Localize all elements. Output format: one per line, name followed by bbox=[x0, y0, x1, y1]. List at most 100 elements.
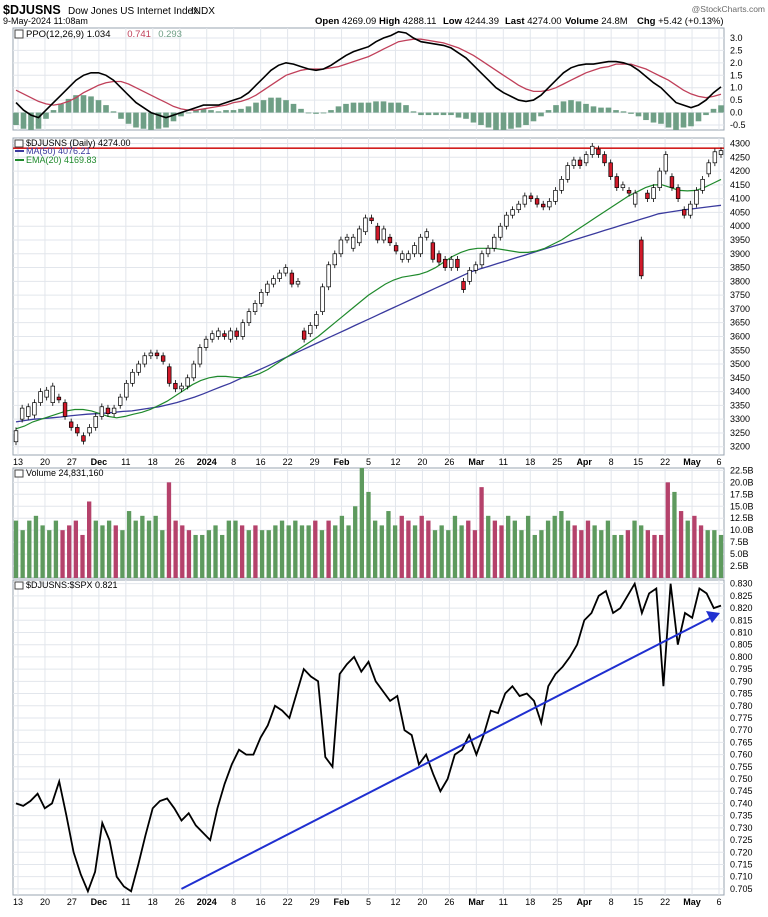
ratio-axis-tick-label: 0.810 bbox=[730, 628, 753, 638]
ppo-histogram-bar bbox=[410, 111, 417, 113]
ratio-x-tick-label: 18 bbox=[525, 897, 535, 907]
volume-bar bbox=[512, 520, 517, 578]
volume-bar bbox=[712, 530, 717, 578]
volume-bar bbox=[120, 530, 125, 578]
ppo-histogram-bar bbox=[35, 112, 42, 129]
price-axis-tick-label: 3250 bbox=[730, 428, 750, 438]
candle-body bbox=[179, 385, 184, 390]
candle-body bbox=[632, 192, 638, 205]
price-x-tick-label: Dec bbox=[91, 457, 108, 467]
ratio-x-tick-label: 11 bbox=[121, 897, 130, 907]
ppo-histogram-bar bbox=[170, 112, 177, 122]
ratio-axis-tick-label: 0.735 bbox=[730, 811, 753, 821]
ratio-x-tick-label: 8 bbox=[231, 897, 236, 907]
candle-body bbox=[173, 382, 178, 390]
ratio-axis-tick-label: 0.800 bbox=[730, 652, 753, 662]
candle-body bbox=[565, 165, 570, 180]
volume-bar bbox=[672, 491, 677, 578]
ppo-histogram-bar bbox=[328, 110, 334, 113]
candle-body bbox=[657, 170, 662, 188]
candle-body bbox=[203, 338, 209, 348]
candle-body bbox=[332, 253, 337, 266]
volume-bar bbox=[459, 525, 464, 578]
candle-body bbox=[596, 148, 601, 155]
ppo-histogram-bar bbox=[643, 112, 649, 121]
ratio-axis-tick-label: 0.745 bbox=[730, 786, 753, 796]
candle-body bbox=[160, 355, 166, 362]
volume-bar bbox=[326, 520, 331, 578]
volume-bar bbox=[206, 530, 212, 578]
candle-body bbox=[167, 366, 172, 384]
candle-body bbox=[308, 325, 313, 335]
candle-body bbox=[694, 190, 699, 205]
ppo-histogram-bar bbox=[208, 110, 214, 113]
volume-bar bbox=[299, 525, 305, 578]
ratio-x-tick-label: 12 bbox=[390, 897, 400, 907]
candle-body bbox=[467, 269, 472, 282]
volume-bar bbox=[259, 530, 265, 578]
price-x-tick-label: 15 bbox=[633, 457, 643, 467]
ppo-histogram-bar bbox=[245, 106, 252, 113]
volume-bar bbox=[193, 534, 198, 578]
candle-body bbox=[369, 217, 374, 222]
candle-body bbox=[289, 272, 295, 285]
ppo-histogram-bar bbox=[110, 111, 117, 113]
volume-bar bbox=[160, 530, 165, 578]
price-axis-tick-label: 3750 bbox=[730, 290, 750, 300]
volume-bar bbox=[313, 520, 318, 578]
ratio-x-tick-label: 16 bbox=[256, 897, 266, 907]
volume-bar bbox=[605, 520, 611, 578]
candle-body bbox=[485, 247, 491, 255]
ppo-histogram-bar bbox=[598, 107, 604, 113]
ratio-axis-tick-label: 0.760 bbox=[730, 750, 753, 760]
volume-bar bbox=[579, 530, 584, 578]
price-x-tick-label: 8 bbox=[231, 457, 236, 467]
ppo-histogram-bar bbox=[650, 112, 657, 123]
candle-body bbox=[449, 258, 454, 268]
ppo-histogram-bar bbox=[343, 103, 349, 113]
volume-bar bbox=[479, 487, 484, 578]
candle-body bbox=[639, 239, 644, 277]
volume-bar bbox=[153, 515, 158, 578]
candle-body bbox=[688, 203, 693, 216]
ppo-histogram-bar bbox=[358, 102, 364, 113]
ppo-histogram-bar bbox=[163, 112, 169, 128]
volume-bar bbox=[319, 530, 325, 578]
price-x-tick-label: 11 bbox=[499, 457, 508, 467]
ppo-histogram-bar bbox=[530, 112, 537, 122]
ppo-line bbox=[15, 30, 722, 119]
price-axis-tick-label: 4200 bbox=[730, 166, 750, 176]
volume-bar bbox=[705, 530, 710, 578]
volume-bar bbox=[213, 525, 218, 578]
volume-bar bbox=[293, 520, 298, 578]
candle-body bbox=[381, 228, 387, 241]
volume-bar bbox=[126, 511, 132, 578]
candle-body bbox=[136, 363, 141, 373]
candle-body bbox=[541, 203, 546, 208]
ratio-axis-tick-label: 0.755 bbox=[730, 762, 753, 772]
ppo-histogram-bar bbox=[43, 112, 49, 119]
ppo-histogram-bar bbox=[118, 112, 124, 119]
price-x-tick-label: 12 bbox=[390, 457, 400, 467]
volume-bar bbox=[419, 515, 424, 578]
ratio-axis-tick-label: 0.715 bbox=[730, 859, 753, 869]
price-x-tick-label: 25 bbox=[552, 457, 562, 467]
volume-bar bbox=[519, 530, 524, 578]
ppo-histogram-bar bbox=[193, 110, 199, 113]
candle-body bbox=[424, 231, 429, 238]
candle-body bbox=[197, 347, 203, 365]
volume-bar bbox=[685, 520, 690, 578]
volume-bar bbox=[73, 520, 79, 578]
candle-body bbox=[553, 190, 558, 202]
ppo-axis-tick-label: 1.0 bbox=[730, 83, 743, 93]
ppo-histogram-bar bbox=[28, 112, 34, 130]
price-x-tick-label: 6 bbox=[716, 457, 721, 467]
ppo-histogram-bar bbox=[478, 112, 484, 126]
volume-bar bbox=[506, 515, 511, 578]
volume-bar bbox=[399, 515, 404, 578]
ppo-histogram-bar bbox=[425, 112, 432, 116]
price-x-tick-label: 26 bbox=[175, 457, 185, 467]
price-x-tick-label: 5 bbox=[366, 457, 371, 467]
candle-body bbox=[259, 292, 264, 304]
